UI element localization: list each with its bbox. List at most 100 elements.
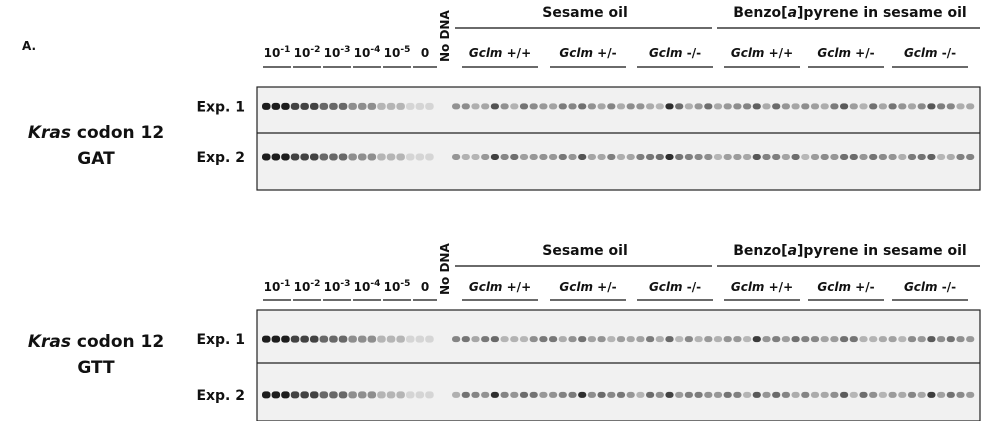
band [425, 102, 434, 110]
band [791, 336, 800, 343]
band [510, 336, 519, 343]
band [626, 391, 635, 398]
band [549, 391, 558, 398]
band [587, 391, 596, 398]
text-part: ]pyrene in sesame oil [797, 243, 967, 259]
band [471, 103, 480, 110]
band [386, 102, 396, 110]
band [801, 336, 810, 343]
band [752, 153, 761, 160]
band [415, 335, 425, 343]
band [461, 103, 470, 110]
text-part: codon 12 [71, 332, 164, 352]
band [927, 103, 936, 110]
band [927, 391, 936, 398]
band [917, 336, 926, 343]
band [539, 336, 548, 343]
band [338, 102, 348, 110]
text-part: 10 [294, 46, 311, 60]
band [636, 336, 645, 343]
band [281, 153, 290, 161]
band [684, 103, 693, 110]
band [300, 391, 309, 399]
band [396, 335, 405, 343]
text-part: codon 12 [71, 123, 164, 143]
band [310, 335, 319, 343]
band [607, 153, 616, 160]
band [396, 153, 405, 161]
band [558, 336, 567, 343]
band [723, 336, 732, 343]
text-part: -1 [280, 279, 290, 289]
band [665, 336, 674, 343]
band [519, 391, 529, 398]
band [946, 103, 955, 110]
band [310, 153, 319, 161]
band [271, 153, 281, 161]
band [568, 391, 577, 398]
band [626, 103, 635, 110]
text-part: -4 [370, 45, 380, 55]
band [425, 335, 434, 343]
group-title: Sesame oil [542, 243, 628, 259]
band [859, 103, 868, 110]
band [406, 335, 415, 343]
band [946, 336, 955, 343]
band [733, 336, 742, 343]
band [646, 336, 655, 343]
band [377, 102, 386, 110]
band [386, 391, 396, 399]
band [300, 153, 309, 161]
genotype-label: Gclm +/+ [731, 280, 793, 294]
group-title: Sesame oil [542, 5, 628, 21]
band [646, 103, 655, 110]
text-part: -4 [370, 279, 380, 289]
band [840, 336, 849, 343]
text-part: Kras [28, 332, 71, 352]
band [587, 336, 596, 343]
band [849, 391, 858, 398]
band [675, 336, 684, 343]
text-part: a [788, 5, 797, 21]
band [655, 391, 664, 398]
dilution-label: 10-2 [294, 279, 321, 294]
band [348, 102, 357, 110]
band [358, 335, 367, 343]
band [917, 153, 926, 160]
text-part: ]pyrene in sesame oil [797, 5, 967, 21]
band [406, 391, 415, 399]
text-part: a [788, 243, 797, 259]
band [490, 391, 499, 398]
band [452, 336, 461, 343]
mutation-label: GAT [77, 149, 115, 169]
band [917, 391, 926, 398]
band [937, 391, 946, 398]
text-part: 10 [324, 46, 341, 60]
band [713, 391, 723, 398]
band [616, 103, 626, 110]
group-title: Benzo[a]pyrene in sesame oil [733, 243, 966, 259]
band [396, 391, 405, 399]
band [616, 153, 626, 160]
band [452, 391, 461, 398]
gene-label: Kras codon 12 [28, 123, 164, 143]
band [801, 103, 810, 110]
band [568, 153, 577, 160]
band [762, 391, 771, 398]
band [539, 103, 548, 110]
band [675, 391, 684, 398]
text-part: 10 [354, 280, 371, 294]
band [539, 153, 548, 160]
band [694, 391, 703, 398]
band [290, 153, 300, 161]
band [937, 153, 946, 160]
band [684, 153, 693, 160]
text-part: Gclm [817, 46, 851, 60]
text-part: 10 [264, 46, 281, 60]
band [723, 103, 732, 110]
band [694, 153, 703, 160]
band [810, 103, 820, 110]
text-part: Gclm [649, 46, 683, 60]
dilution-label: 10-5 [384, 279, 411, 294]
band [878, 336, 887, 343]
